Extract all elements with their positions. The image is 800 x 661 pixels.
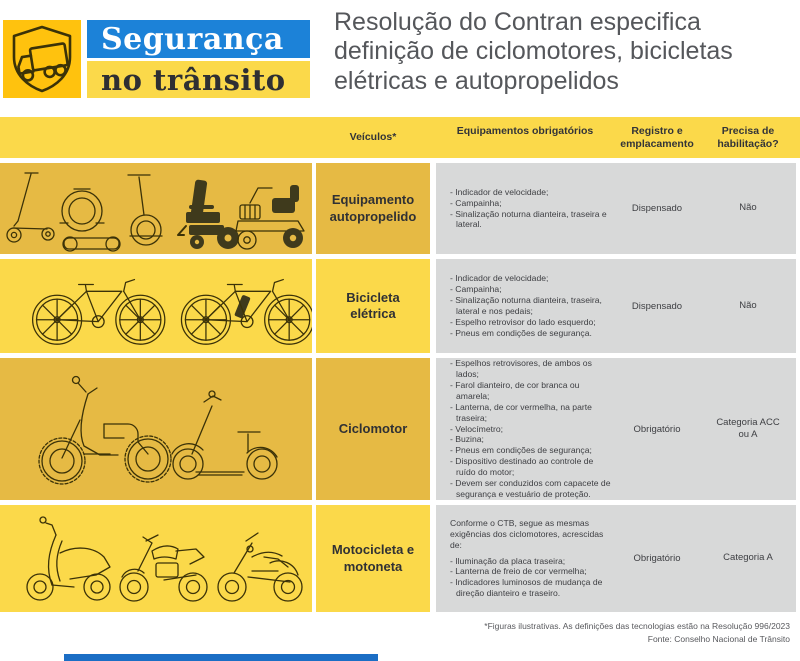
- table-row: Equipamento autopropelido Indicador de v…: [0, 163, 800, 254]
- equipment-items: Iluminação da placa traseira;Lanterna de…: [450, 556, 612, 600]
- equipment-item: Espelho retrovisor do lado esquerdo;: [450, 317, 612, 328]
- vehicle-name: Equipamento autopropelido: [316, 163, 430, 254]
- equipment-item: Espelhos retrovisores, de ambos os lados…: [450, 358, 612, 380]
- equipment-item: Pneus em condições de segurança;: [450, 445, 612, 456]
- vehicle-illustration: [0, 163, 312, 254]
- table-body: Equipamento autopropelido Indicador de v…: [0, 163, 800, 612]
- fat-tire-scooter-icon: [171, 390, 278, 480]
- equipment-item: Lanterna, de cor vermelha, na parte tras…: [450, 402, 612, 424]
- license-value: Categoria ACC ou A: [716, 416, 780, 440]
- registration-value: Obrigatório: [633, 423, 681, 435]
- column-header-equipment: Equipamentos obrigatórios: [456, 124, 594, 137]
- logo-text-line2: no trânsito: [101, 62, 286, 97]
- kick-scooter-icon: [6, 172, 55, 243]
- logo-box: [3, 20, 81, 98]
- column-header-panel: Equipamentos obrigatórios Registro e emp…: [436, 125, 796, 150]
- row-detail-panel: Indicador de velocidade;Campainha;Sinali…: [436, 163, 796, 254]
- equipment-item: Indicador de velocidade;: [450, 273, 612, 284]
- logo-text-line1: Segurança: [101, 21, 284, 57]
- equipment-item: Iluminação da placa traseira;: [450, 556, 612, 567]
- equipment-item: Devem ser conduzidos com capacete de seg…: [450, 478, 612, 500]
- equipment-item: Indicadores luminosos de mudança de dire…: [450, 577, 612, 599]
- column-header-registration: Registro e emplacamento: [620, 124, 694, 150]
- column-header-vehicles: Veículos*: [349, 131, 397, 144]
- vehicle-name: Bicicleta elétrica: [316, 259, 430, 353]
- row-detail-panel: Espelhos retrovisores, de ambos os lados…: [436, 358, 796, 500]
- equipment-item: Sinalização noturna dianteira, traseira …: [450, 209, 612, 231]
- table-header-row: Veículos* Equipamentos obrigatórios Regi…: [0, 117, 800, 158]
- registration-value: Dispensado: [631, 300, 683, 312]
- license-value: Categoria A: [723, 552, 773, 564]
- equipment-list: Indicador de velocidade;Campainha;Sinali…: [436, 259, 614, 353]
- footnote-note: *Figuras ilustrativas. As definições das…: [484, 621, 790, 631]
- electric-unicycle-icon: [59, 188, 105, 232]
- footnote: *Figuras ilustrativas. As definições das…: [0, 620, 800, 646]
- equipment-items: Espelhos retrovisores, de ambos os lados…: [450, 358, 612, 500]
- equipment-item: Buzina;: [450, 434, 612, 445]
- equipment-item: Campainha;: [450, 284, 612, 295]
- cruiser-motorcycle-icon: [217, 532, 303, 602]
- motocicleta-illustrations: [26, 516, 303, 602]
- electric-bicycle-icon: [180, 278, 312, 345]
- ciclomotor-illustrations: [38, 375, 278, 485]
- logo-band-yellow: no trânsito: [87, 61, 310, 98]
- equipment-list: Espelhos retrovisores, de ambos os lados…: [436, 358, 614, 500]
- electric-bicycle-icon: [31, 278, 166, 345]
- vehicle-illustration: [0, 358, 312, 500]
- row-detail-panel: Conforme o CTB, segue as mesmas exigênci…: [436, 505, 796, 612]
- vehicle-illustration: [0, 259, 312, 353]
- equipment-item: Campainha;: [450, 198, 612, 209]
- registration-value: Obrigatório: [633, 553, 681, 564]
- column-header-license: Precisa de habilitação?: [717, 124, 779, 150]
- equipment-item: Sinalização noturna dianteira, traseira,…: [450, 295, 612, 317]
- bicicleta-illustrations: [31, 278, 312, 345]
- equipment-item: Farol dianteiro, de cor branca ou amarel…: [450, 380, 612, 402]
- page-title: Resolução do Contran especifica definiçã…: [334, 8, 733, 95]
- equipment-intro: Conforme o CTB, segue as mesmas exigênci…: [450, 517, 604, 550]
- equipment-item: Indicador de velocidade;: [450, 187, 612, 198]
- registration-value: Dispensado: [631, 203, 683, 214]
- equipment-list: Conforme o CTB, segue as mesmas exigênci…: [436, 505, 614, 612]
- equipment-item: Lanterna de freio de cor vermelha;: [450, 566, 612, 577]
- autopropelido-illustrations: [6, 172, 305, 252]
- equipment-item: Pneus em condições de segurança.: [450, 328, 612, 339]
- power-wheelchair-icon: [177, 179, 239, 249]
- bottom-blue-bar: [64, 654, 378, 661]
- equipment-item: Velocímetro;: [450, 424, 612, 435]
- naked-motorcycle-icon: [119, 534, 208, 602]
- segway-icon: [127, 174, 163, 246]
- table-row: Ciclomotor Espelhos retrovisores, de amb…: [0, 358, 800, 500]
- equipment-item: Dispositivo destinado ao controle de ruí…: [450, 456, 612, 478]
- electric-moped-icon: [38, 375, 172, 485]
- mobility-scooter-icon: [235, 185, 305, 250]
- row-detail-panel: Indicador de velocidade;Campainha;Sinali…: [436, 259, 796, 353]
- equipment-items: Indicador de velocidade;Campainha;Sinali…: [450, 187, 612, 231]
- table-row: Bicicleta elétrica Indicador de velocida…: [0, 259, 800, 353]
- equipment-list: Indicador de velocidade;Campainha;Sinali…: [436, 163, 614, 254]
- hoverboard-icon: [62, 236, 121, 252]
- vehicle-name: Motocicleta e motoneta: [316, 505, 430, 612]
- scooter-motoneta-icon: [26, 516, 111, 601]
- equipment-items: Indicador de velocidade;Campainha;Sinali…: [450, 273, 612, 338]
- license-value: Não: [739, 202, 757, 214]
- vehicle-name: Ciclomotor: [316, 358, 430, 500]
- header: Segurança no trânsito Resolução do Contr…: [0, 0, 800, 117]
- vehicle-illustration: [0, 505, 312, 612]
- logo-band-blue: Segurança: [87, 20, 310, 58]
- truck-shield-icon: [12, 25, 72, 93]
- license-value: Não: [739, 299, 757, 311]
- footnote-source: Fonte: Conselho Nacional de Trânsito: [647, 634, 790, 645]
- table-row: Motocicleta e motoneta Conforme o CTB, s…: [0, 505, 800, 612]
